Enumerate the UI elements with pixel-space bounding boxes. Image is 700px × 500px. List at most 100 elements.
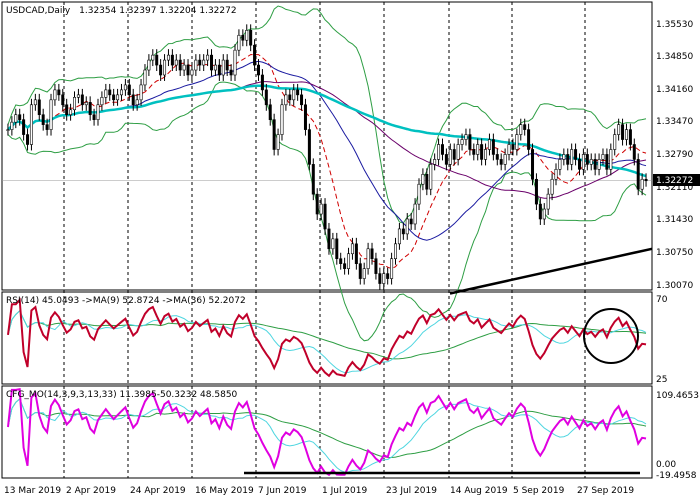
candle-body	[413, 203, 417, 225]
candle-body	[507, 144, 511, 155]
candle-body	[527, 129, 531, 150]
moving-average-line	[7, 84, 647, 178]
price-tick: 1.32790	[656, 150, 693, 160]
price-tick: 1.31430	[656, 215, 693, 225]
date-tick: 1 Jul 2019	[322, 486, 367, 496]
candle-body	[119, 89, 123, 96]
candle-body	[558, 159, 562, 170]
candle-body	[76, 94, 80, 98]
candle-body	[170, 54, 174, 66]
candle-body	[632, 144, 636, 160]
candle-body	[362, 268, 366, 279]
candle-body	[597, 159, 601, 170]
candle-body	[225, 59, 229, 71]
candle-body	[534, 178, 538, 205]
candle-body	[397, 228, 401, 245]
date-tick: 27 Sep 2019	[577, 486, 634, 496]
candle-body	[104, 89, 108, 98]
candle-body	[405, 218, 409, 235]
candle-body	[366, 248, 370, 269]
candle-body	[566, 154, 570, 165]
rsi-ma36-line	[7, 309, 647, 360]
price-tick: 1.34160	[656, 85, 693, 95]
candle-body	[644, 178, 648, 182]
candle-body	[335, 238, 339, 260]
price-tick: 1.34850	[656, 52, 693, 62]
candle-body	[163, 59, 167, 76]
candle-body	[45, 124, 49, 130]
date-tick: 16 May 2019	[195, 486, 254, 496]
candle-body	[394, 243, 398, 260]
price-tick: 1.30070	[656, 281, 693, 291]
candle-body	[22, 119, 26, 135]
candle-body	[37, 99, 41, 116]
candle-body	[159, 64, 163, 76]
price-tick: 1.35530	[656, 20, 693, 30]
candle-body	[319, 203, 323, 215]
candle-body	[307, 129, 311, 165]
candle-body	[108, 89, 112, 96]
candle-body	[617, 124, 621, 135]
cfg-slow-line	[7, 398, 647, 459]
candle-body	[601, 154, 605, 160]
date-tick: 5 Sep 2019	[513, 486, 565, 496]
price-tick: 1.32110	[656, 183, 693, 193]
cfg-tick-zero: 0.00	[656, 460, 676, 470]
candle-body	[315, 193, 319, 215]
candle-body	[433, 159, 437, 165]
candle-body	[303, 104, 307, 130]
candle-body	[589, 159, 593, 165]
candle-body	[213, 64, 217, 71]
candle-body	[92, 114, 96, 120]
candle-body	[241, 34, 245, 41]
cfg-series	[7, 388, 647, 477]
candle-body	[382, 273, 386, 284]
candle-body	[284, 94, 288, 106]
price-series	[6, 5, 653, 342]
candle-body	[80, 94, 84, 106]
date-axis: 13 Mar 2019 2 Apr 2019 24 Apr 2019 16 Ma…	[4, 486, 634, 496]
candle-body	[202, 59, 206, 66]
candle-body	[511, 144, 515, 150]
candle-body	[472, 149, 476, 155]
candle-body	[233, 49, 237, 76]
candle-body	[296, 89, 300, 96]
candle-body	[343, 263, 347, 269]
candle-body	[425, 174, 429, 190]
rsi-series	[7, 297, 647, 378]
candle-body	[331, 238, 335, 250]
candle-body	[624, 129, 628, 140]
candle-body	[26, 134, 30, 145]
trendline	[449, 247, 653, 295]
candle-body	[460, 139, 464, 145]
candle-body	[628, 129, 632, 145]
candle-body	[198, 59, 202, 66]
candle-body	[143, 69, 147, 86]
candle-body	[401, 228, 405, 235]
candle-body	[186, 64, 190, 76]
candle-body	[116, 94, 120, 101]
candle-body	[123, 84, 127, 91]
candle-body	[264, 89, 268, 106]
candle-body	[210, 54, 214, 71]
candle-body	[41, 114, 45, 125]
candle-body	[245, 30, 249, 41]
candle-body	[88, 102, 92, 116]
candle-body	[550, 178, 554, 195]
rsi-highlight-circle	[583, 308, 639, 364]
candle-body	[456, 144, 460, 160]
rsi-line	[7, 297, 647, 378]
candle-body	[84, 102, 88, 106]
bollinger-upper-line	[7, 5, 647, 224]
candle-body	[570, 149, 574, 165]
candle-body	[135, 99, 139, 106]
candle-body	[554, 169, 558, 180]
date-tick: 13 Mar 2019	[4, 486, 61, 496]
candle-body	[96, 104, 100, 120]
candle-body	[69, 109, 73, 116]
date-tick: 23 Jul 2019	[386, 486, 437, 496]
price-tick: 1.30750	[656, 248, 693, 258]
candle-body	[53, 89, 57, 101]
candle-body	[155, 54, 159, 66]
